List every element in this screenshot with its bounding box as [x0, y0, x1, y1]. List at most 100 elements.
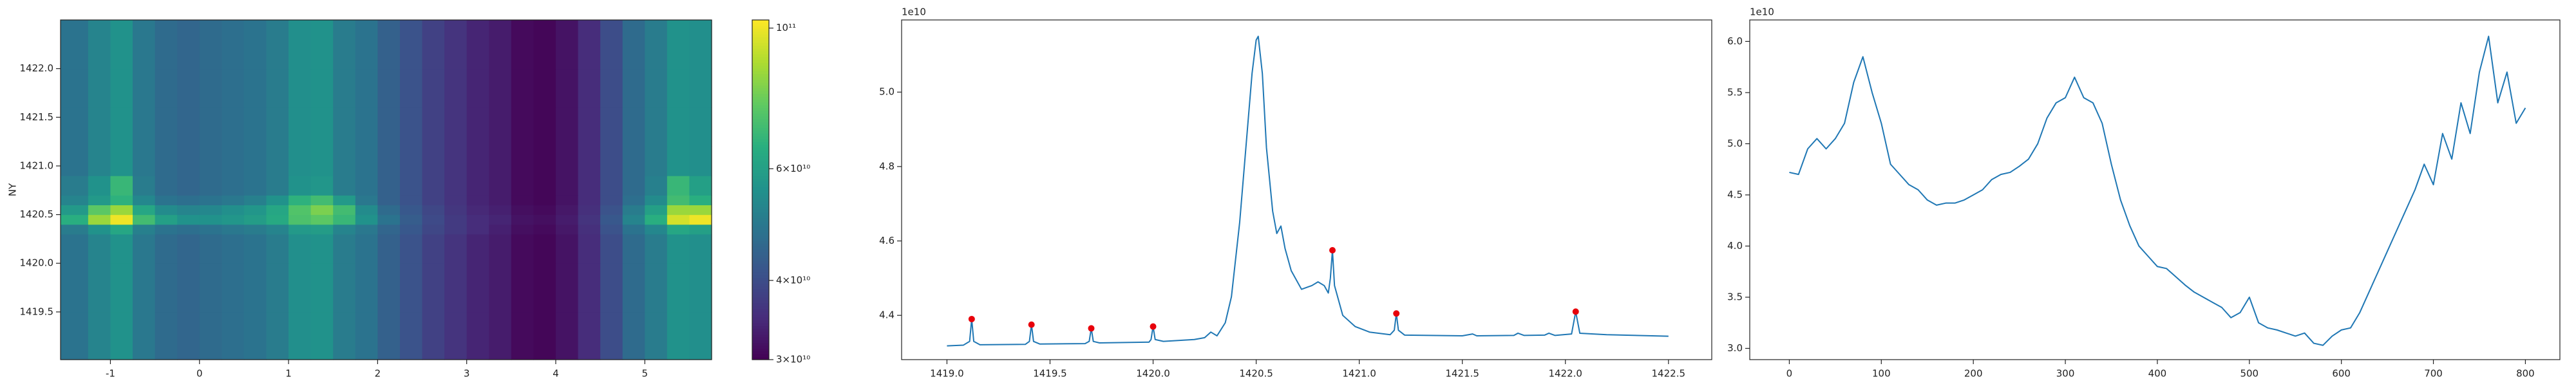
heatmap-cell: [466, 68, 489, 108]
colorbar-segment: [752, 73, 769, 77]
heatmap-cell: [88, 195, 111, 206]
colorbar-segment: [752, 144, 769, 148]
heatmap-cell: [689, 195, 712, 206]
offset-text: 1e10: [1750, 6, 1774, 18]
heatmap-cell: [578, 20, 601, 69]
heatmap-cell: [243, 224, 267, 235]
heatmap-cell: [243, 176, 267, 196]
heatmap-cell: [155, 195, 178, 206]
heatmap-cell: [222, 263, 245, 313]
x-tick-label: 700: [2424, 368, 2443, 380]
heatmap-cell: [689, 176, 712, 196]
colorbar-segment: [752, 221, 769, 225]
heatmap-cell: [355, 224, 378, 235]
heatmap-cell: [199, 263, 222, 313]
colorbar-segment: [752, 320, 769, 324]
colorbar-segment: [752, 23, 769, 26]
heatmap-cell: [377, 146, 401, 176]
colorbar-segment: [752, 266, 769, 270]
y-tick-label: 1422.0: [20, 62, 54, 74]
heatmap-cell: [289, 176, 312, 196]
heatmap-cell: [355, 205, 378, 216]
heatmap-cell: [466, 205, 489, 216]
line-series: [1789, 35, 2526, 346]
heatmap-cell: [489, 107, 512, 147]
colorbar-segment: [752, 105, 769, 108]
x-tick-label: 200: [1964, 368, 1983, 380]
heatmap-cell: [310, 68, 334, 108]
colorbar-segment: [752, 96, 769, 100]
heatmap-cell: [110, 224, 133, 235]
colorbar-segment: [752, 226, 769, 230]
heatmap-cell: [222, 68, 245, 108]
colorbar-segment: [752, 119, 769, 122]
heatmap-cell: [489, 214, 512, 225]
heatmap-cell: [444, 176, 468, 196]
colorbar-segment: [752, 57, 769, 60]
colorbar-segment: [752, 289, 769, 292]
heatmap-cell: [555, 311, 579, 360]
heatmap-cell: [155, 68, 178, 108]
heatmap-cell: [377, 311, 401, 360]
heatmap-cell: [578, 176, 601, 196]
colorbar-segment: [752, 237, 769, 241]
heatmap-cell: [355, 311, 378, 360]
heatmap-cell: [177, 195, 200, 206]
heatmap-cell: [289, 107, 312, 147]
heatmap-cell: [555, 263, 579, 313]
heatmap-cell: [266, 234, 289, 264]
heatmap-cell: [622, 214, 645, 225]
colorbar-segment: [752, 142, 769, 145]
heatmap-cell: [622, 146, 645, 176]
heatmap-cell: [355, 20, 378, 69]
colorbar-segment: [752, 39, 769, 43]
colorbar-segment: [752, 300, 769, 304]
x-tick-label: 1421.5: [1445, 368, 1479, 380]
heatmap-cell: [61, 224, 89, 235]
heatmap-cell: [399, 311, 423, 360]
colorbar-segment: [752, 110, 769, 114]
colorbar-segment: [752, 342, 769, 346]
heatmap-cell: [667, 176, 690, 196]
heatmap-cell: [266, 311, 289, 360]
colorbar-segment: [752, 167, 769, 170]
colorbar-segment: [752, 152, 769, 156]
colorbar-segment: [752, 113, 769, 117]
heatmap-cell: [489, 234, 512, 264]
colorbar-segment: [752, 209, 769, 213]
heatmap-cell: [355, 234, 378, 264]
heatmap-cell: [444, 263, 468, 313]
colorbar-segment: [752, 20, 769, 23]
y-tick-label: 4.5: [1727, 188, 1743, 200]
peak-marker: [1393, 310, 1400, 317]
heatmap-cell: [422, 311, 445, 360]
heatmap-cell: [377, 214, 401, 225]
heatmap-cell: [555, 195, 579, 206]
heatmap-cell: [444, 214, 468, 225]
colorbar-segment: [752, 212, 769, 216]
heatmap-cell: [155, 20, 178, 69]
heatmap-cell: [511, 195, 534, 206]
y-tick-label: 5.5: [1727, 86, 1743, 98]
heatmap-cell: [355, 214, 378, 225]
colorbar-segment: [752, 93, 769, 97]
heatmap-cell: [689, 107, 712, 147]
heatmap-cell: [177, 146, 200, 176]
heatmap-cell: [645, 146, 668, 176]
heatmap-cell: [222, 195, 245, 206]
colorbar-tick-label: 3×10¹⁰: [776, 354, 810, 365]
heatmap-cell: [466, 146, 489, 176]
colorbar-segment: [752, 79, 769, 83]
colorbar-segment: [752, 99, 769, 103]
heatmap-cell: [155, 214, 178, 225]
heatmap-cell: [489, 176, 512, 196]
heatmap-cell: [399, 68, 423, 108]
colorbar-segment: [752, 252, 769, 255]
heatmap-cell: [310, 214, 334, 225]
heatmap-cell: [377, 195, 401, 206]
colorbar-segment: [752, 235, 769, 239]
heatmap-cell: [667, 195, 690, 206]
heatmap-cell: [266, 68, 289, 108]
y-tick-label: 1419.5: [20, 306, 54, 317]
heatmap-cell: [289, 311, 312, 360]
